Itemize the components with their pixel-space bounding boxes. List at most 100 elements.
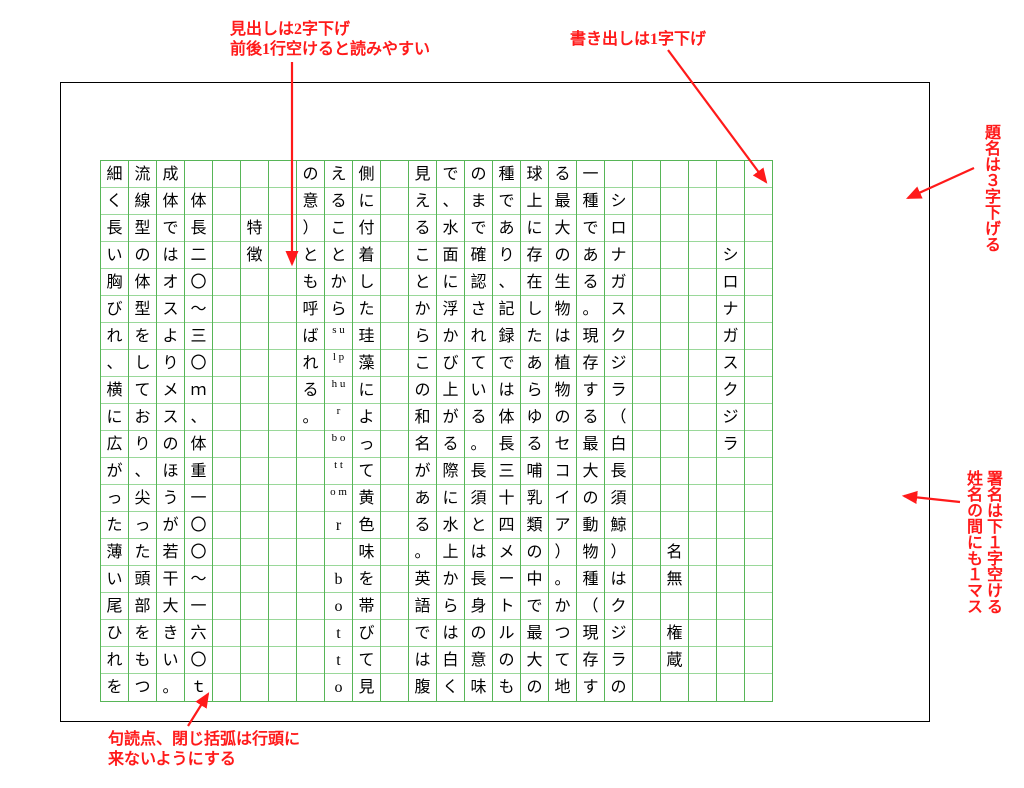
grid-cell bbox=[661, 161, 688, 188]
grid-cell: ク bbox=[605, 593, 632, 620]
grid-cell bbox=[689, 647, 716, 674]
grid-cell: 類 bbox=[521, 512, 548, 539]
grid-cell bbox=[213, 485, 240, 512]
grid-cell: ～ bbox=[185, 566, 212, 593]
grid-cell bbox=[241, 485, 268, 512]
grid-cell bbox=[269, 593, 296, 620]
grid-cell: 見 bbox=[409, 161, 436, 188]
grid-cell: ～ bbox=[185, 296, 212, 323]
grid-cell bbox=[689, 188, 716, 215]
grid-cell bbox=[381, 512, 408, 539]
grid-cell: の bbox=[521, 539, 548, 566]
grid-cell bbox=[745, 188, 772, 215]
grid-cell bbox=[661, 296, 688, 323]
grid-cell: ガ bbox=[605, 269, 632, 296]
grid-cell bbox=[661, 215, 688, 242]
grid-cell bbox=[381, 539, 408, 566]
grid-cell bbox=[213, 296, 240, 323]
grid-cell: ら bbox=[521, 377, 548, 404]
grid-cell: o bbox=[325, 674, 352, 701]
grid-cell: よ bbox=[157, 323, 184, 350]
grid-cell bbox=[381, 188, 408, 215]
grid-cell bbox=[745, 377, 772, 404]
grid-cell: た bbox=[129, 539, 156, 566]
grid-cell bbox=[241, 431, 268, 458]
grid-cell bbox=[381, 431, 408, 458]
grid-cell: 味 bbox=[353, 539, 380, 566]
grid-cell bbox=[241, 296, 268, 323]
grid-cell bbox=[297, 647, 324, 674]
grid-cell: 白 bbox=[605, 431, 632, 458]
grid-cell bbox=[381, 296, 408, 323]
grid-cell: 認 bbox=[465, 269, 492, 296]
grid-cell: は bbox=[493, 377, 520, 404]
canvas: シロナガスクジラ名無権蔵シロナガスクジラ（白長須鯨）はクジラの一種である。現存す… bbox=[0, 0, 1024, 788]
grid-cell bbox=[381, 323, 408, 350]
grid-cell bbox=[213, 161, 240, 188]
grid-cell: 録 bbox=[493, 323, 520, 350]
grid-cell: い bbox=[157, 647, 184, 674]
grid-cell bbox=[297, 593, 324, 620]
grid-cell: ロ bbox=[717, 269, 744, 296]
grid-cell: に bbox=[101, 404, 128, 431]
grid-cell bbox=[661, 674, 688, 701]
grid-cell: ジ bbox=[605, 350, 632, 377]
grid-cell: 水 bbox=[437, 512, 464, 539]
grid-cell: 横 bbox=[101, 377, 128, 404]
grid-cell bbox=[269, 377, 296, 404]
grid-cell: 線 bbox=[129, 188, 156, 215]
grid-cell: え bbox=[409, 188, 436, 215]
grid-cell: ク bbox=[717, 377, 744, 404]
grid-cell: を bbox=[353, 566, 380, 593]
grid-cell bbox=[661, 512, 688, 539]
grid-cell: 、 bbox=[101, 350, 128, 377]
grid-cell: 〇 bbox=[185, 269, 212, 296]
grid-cell: ス bbox=[157, 296, 184, 323]
grid-cell: 物 bbox=[549, 296, 576, 323]
grid-cell bbox=[269, 323, 296, 350]
grid-column bbox=[212, 160, 240, 702]
grid-cell: に bbox=[437, 485, 464, 512]
grid-cell: に bbox=[353, 188, 380, 215]
grid-cell bbox=[297, 485, 324, 512]
grid-cell bbox=[745, 593, 772, 620]
grid-cell: 付 bbox=[353, 215, 380, 242]
grid-cell: こ bbox=[325, 215, 352, 242]
grid-cell: の bbox=[493, 647, 520, 674]
grid-cell: 種 bbox=[577, 188, 604, 215]
grid-cell: 長 bbox=[465, 566, 492, 593]
grid-cell: 着 bbox=[353, 242, 380, 269]
grid-cell: 確 bbox=[465, 242, 492, 269]
grid-cell: 重 bbox=[185, 458, 212, 485]
grid-cell: ス bbox=[605, 296, 632, 323]
grid-cell: が bbox=[437, 404, 464, 431]
grid-cell: 徴 bbox=[241, 242, 268, 269]
grid-cell bbox=[745, 404, 772, 431]
grid-cell bbox=[745, 539, 772, 566]
grid-column bbox=[688, 160, 716, 702]
grid-cell bbox=[269, 431, 296, 458]
grid-cell bbox=[213, 188, 240, 215]
grid-cell: 身 bbox=[465, 593, 492, 620]
grid-cell: 。 bbox=[465, 431, 492, 458]
grid-cell: の bbox=[549, 242, 576, 269]
grid-cell bbox=[689, 296, 716, 323]
grid-cell: 和 bbox=[409, 404, 436, 431]
grid-cell: ま bbox=[465, 188, 492, 215]
grid-cell bbox=[661, 188, 688, 215]
grid-cell: き bbox=[157, 620, 184, 647]
grid-cell bbox=[213, 350, 240, 377]
grid-cell: で bbox=[493, 188, 520, 215]
grid-cell bbox=[633, 404, 660, 431]
grid-cell: ば bbox=[297, 323, 324, 350]
grid-cell: あ bbox=[577, 242, 604, 269]
grid-cell bbox=[661, 458, 688, 485]
grid-cell bbox=[269, 296, 296, 323]
grid-cell: 干 bbox=[157, 566, 184, 593]
grid-cell: で bbox=[437, 161, 464, 188]
grid-column bbox=[380, 160, 408, 702]
grid-cell bbox=[661, 242, 688, 269]
grid-cell bbox=[633, 458, 660, 485]
grid-column: 側に付着した珪藻によって黄色味を帯びて見 bbox=[352, 160, 380, 702]
grid-cell bbox=[269, 404, 296, 431]
